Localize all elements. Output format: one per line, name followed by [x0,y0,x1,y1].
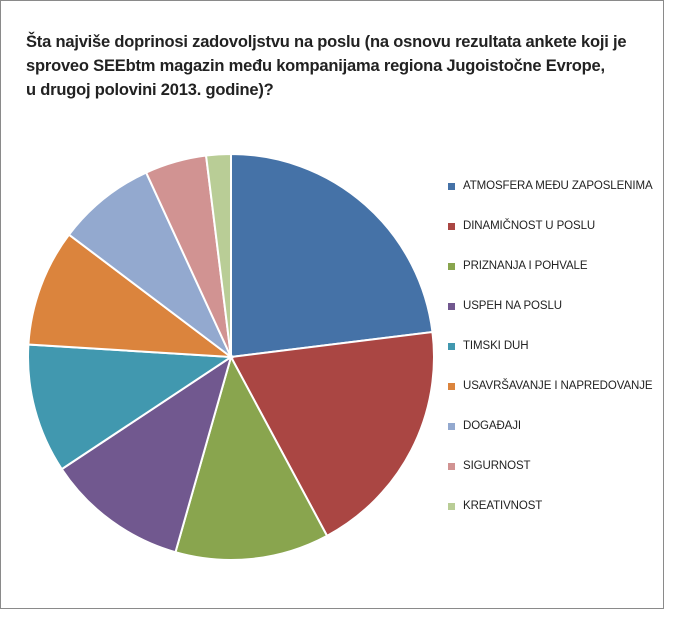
pie-slice-6 [27,233,235,359]
legend-item-2: DINAMIČNOST U POSLU [448,216,663,236]
legend-item-9: KREATIVNOST [448,496,663,516]
legend-item-4: USPEH NA POSLU [448,296,663,316]
legend-swatch [448,262,455,270]
chart-legend: ATMOSFERA MEĐU ZAPOSLENIMA DINAMIČNOST U … [448,176,663,536]
legend-label: DINAMIČNOST U POSLU [463,220,596,232]
chart-title: Šta najviše doprinosi zadovoljstvu na po… [26,30,646,102]
legend-label: USAVRŠAVANJE I NAPREDOVANJE [463,380,653,392]
legend-item-6: USAVRŠAVANJE I NAPREDOVANJE [448,376,663,396]
pie-slice-7 [67,171,232,358]
pie-slice-4 [60,354,233,554]
legend-label: ATMOSFERA MEĐU ZAPOSLENIMA [463,180,653,192]
pie-slice-9 [204,152,232,358]
legend-label: DOGAĐAJI [463,420,521,432]
legend-item-8: SIGURNOST [448,456,663,476]
pie-slice-2 [229,330,435,538]
legend-swatch [448,502,455,510]
legend-swatch [448,182,455,190]
pie-slice-3 [174,354,329,561]
legend-label: USPEH NA POSLU [463,300,562,312]
legend-swatch [448,302,455,310]
legend-item-5: TIMSKI DUH [448,336,663,356]
legend-swatch [448,222,455,230]
legend-label: TIMSKI DUH [463,340,529,352]
chart-title-line-3: u drugoj polovini 2013. godine)? [26,81,274,99]
legend-swatch [448,462,455,470]
legend-label: PRIZNANJA I POHVALE [463,260,588,272]
pie-slice-5 [27,343,235,471]
legend-swatch [448,382,455,390]
chart-title-line-2: sproveo SEEbtm magazin među kompanijama … [26,57,605,75]
legend-label: SIGURNOST [463,460,531,472]
chart-title-line-1: Šta najviše doprinosi zadovoljstvu na po… [26,33,627,51]
legend-swatch [448,342,455,350]
pie-slice-1 [230,152,434,359]
legend-label: KREATIVNOST [463,500,543,512]
legend-item-1: ATMOSFERA MEĐU ZAPOSLENIMA [448,176,663,196]
legend-item-7: DOGAĐAJI [448,416,663,436]
legend-item-3: PRIZNANJA I POHVALE [448,256,663,276]
legend-swatch [448,422,455,430]
